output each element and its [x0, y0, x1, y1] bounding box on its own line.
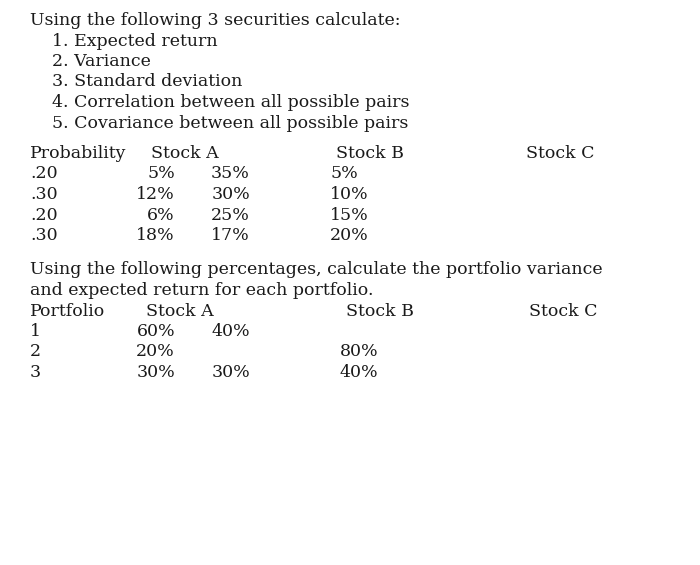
Text: Stock A: Stock A — [146, 302, 214, 319]
Text: Using the following 3 securities calculate:: Using the following 3 securities calcula… — [30, 12, 400, 29]
Text: Stock C: Stock C — [526, 145, 594, 162]
Text: 1: 1 — [30, 323, 41, 340]
Text: 40%: 40% — [340, 364, 379, 381]
Text: 1. Expected return: 1. Expected return — [52, 33, 218, 50]
Text: 4. Correlation between all possible pairs: 4. Correlation between all possible pair… — [52, 94, 410, 111]
Text: .20: .20 — [30, 166, 57, 182]
Text: 18%: 18% — [136, 227, 175, 244]
Text: Stock C: Stock C — [528, 302, 597, 319]
Text: Using the following percentages, calculate the portfolio variance: Using the following percentages, calcula… — [30, 262, 603, 279]
Text: .20: .20 — [30, 206, 57, 224]
Text: 10%: 10% — [330, 186, 369, 203]
Text: 2. Variance: 2. Variance — [52, 53, 151, 70]
Text: 15%: 15% — [330, 206, 369, 224]
Text: 3: 3 — [30, 364, 41, 381]
Text: 17%: 17% — [211, 227, 250, 244]
Text: 12%: 12% — [136, 186, 175, 203]
Text: 2: 2 — [30, 344, 41, 360]
Text: 20%: 20% — [136, 344, 175, 360]
Text: 5. Covariance between all possible pairs: 5. Covariance between all possible pairs — [52, 115, 408, 132]
Text: 30%: 30% — [211, 364, 250, 381]
Text: 40%: 40% — [211, 323, 250, 340]
Text: Portfolio: Portfolio — [30, 302, 105, 319]
Text: and expected return for each portfolio.: and expected return for each portfolio. — [30, 282, 374, 299]
Text: .30: .30 — [30, 186, 57, 203]
Text: Probability: Probability — [30, 145, 127, 162]
Text: 60%: 60% — [136, 323, 175, 340]
Text: Stock A: Stock A — [151, 145, 219, 162]
Text: Stock B: Stock B — [336, 145, 404, 162]
Text: 20%: 20% — [330, 227, 369, 244]
Text: 25%: 25% — [211, 206, 250, 224]
Text: 80%: 80% — [340, 344, 379, 360]
Text: 6%: 6% — [148, 206, 175, 224]
Text: 5%: 5% — [330, 166, 358, 182]
Text: 5%: 5% — [147, 166, 175, 182]
Text: 30%: 30% — [136, 364, 175, 381]
Text: 30%: 30% — [211, 186, 250, 203]
Text: 35%: 35% — [211, 166, 250, 182]
Text: Stock B: Stock B — [346, 302, 414, 319]
Text: .30: .30 — [30, 227, 57, 244]
Text: 3. Standard deviation: 3. Standard deviation — [52, 73, 242, 90]
